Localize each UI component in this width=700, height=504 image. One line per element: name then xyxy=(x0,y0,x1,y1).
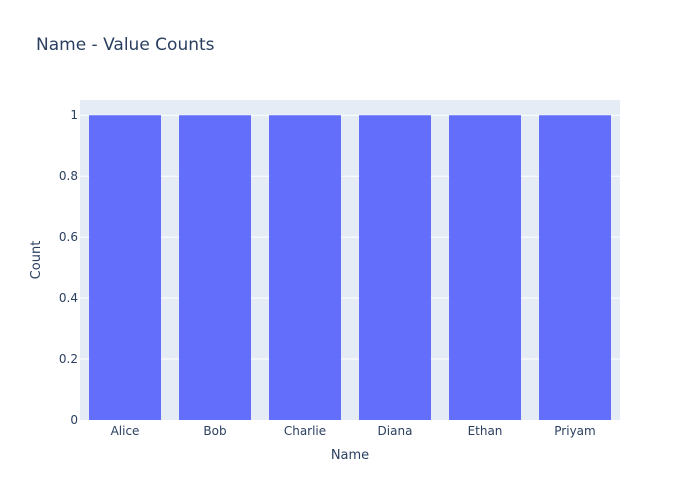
y-tick-label: 0.2 xyxy=(59,352,78,366)
x-tick-label: Bob xyxy=(203,424,226,438)
bar-priyam[interactable] xyxy=(539,115,611,420)
x-tick-labels: Alice Bob Charlie Diana Ethan Priyam xyxy=(111,424,596,438)
bars xyxy=(89,115,611,420)
bar-charlie[interactable] xyxy=(269,115,341,420)
bar-ethan[interactable] xyxy=(449,115,521,420)
x-tick-label: Alice xyxy=(111,424,140,438)
y-axis-title: Count xyxy=(29,241,44,280)
y-tick-label: 1 xyxy=(70,108,78,122)
y-tick-label: 0.4 xyxy=(59,291,78,305)
y-tick-label: 0 xyxy=(70,413,78,427)
x-axis-title: Name xyxy=(331,448,369,463)
grid-lines xyxy=(80,114,620,360)
plot-area xyxy=(80,100,620,420)
x-tick-label: Diana xyxy=(378,424,413,438)
chart-title: Name - Value Counts xyxy=(36,35,215,55)
y-tick-labels: 0 0.2 0.4 0.6 0.8 1 xyxy=(59,108,78,427)
x-tick-label: Charlie xyxy=(284,424,326,438)
bar-diana[interactable] xyxy=(359,115,431,420)
x-tick-label: Ethan xyxy=(468,424,503,438)
y-tick-label: 0.8 xyxy=(59,169,78,183)
bar-alice[interactable] xyxy=(89,115,161,420)
y-tick-label: 0.6 xyxy=(59,230,78,244)
bar-bob[interactable] xyxy=(179,115,251,420)
x-tick-label: Priyam xyxy=(554,424,595,438)
